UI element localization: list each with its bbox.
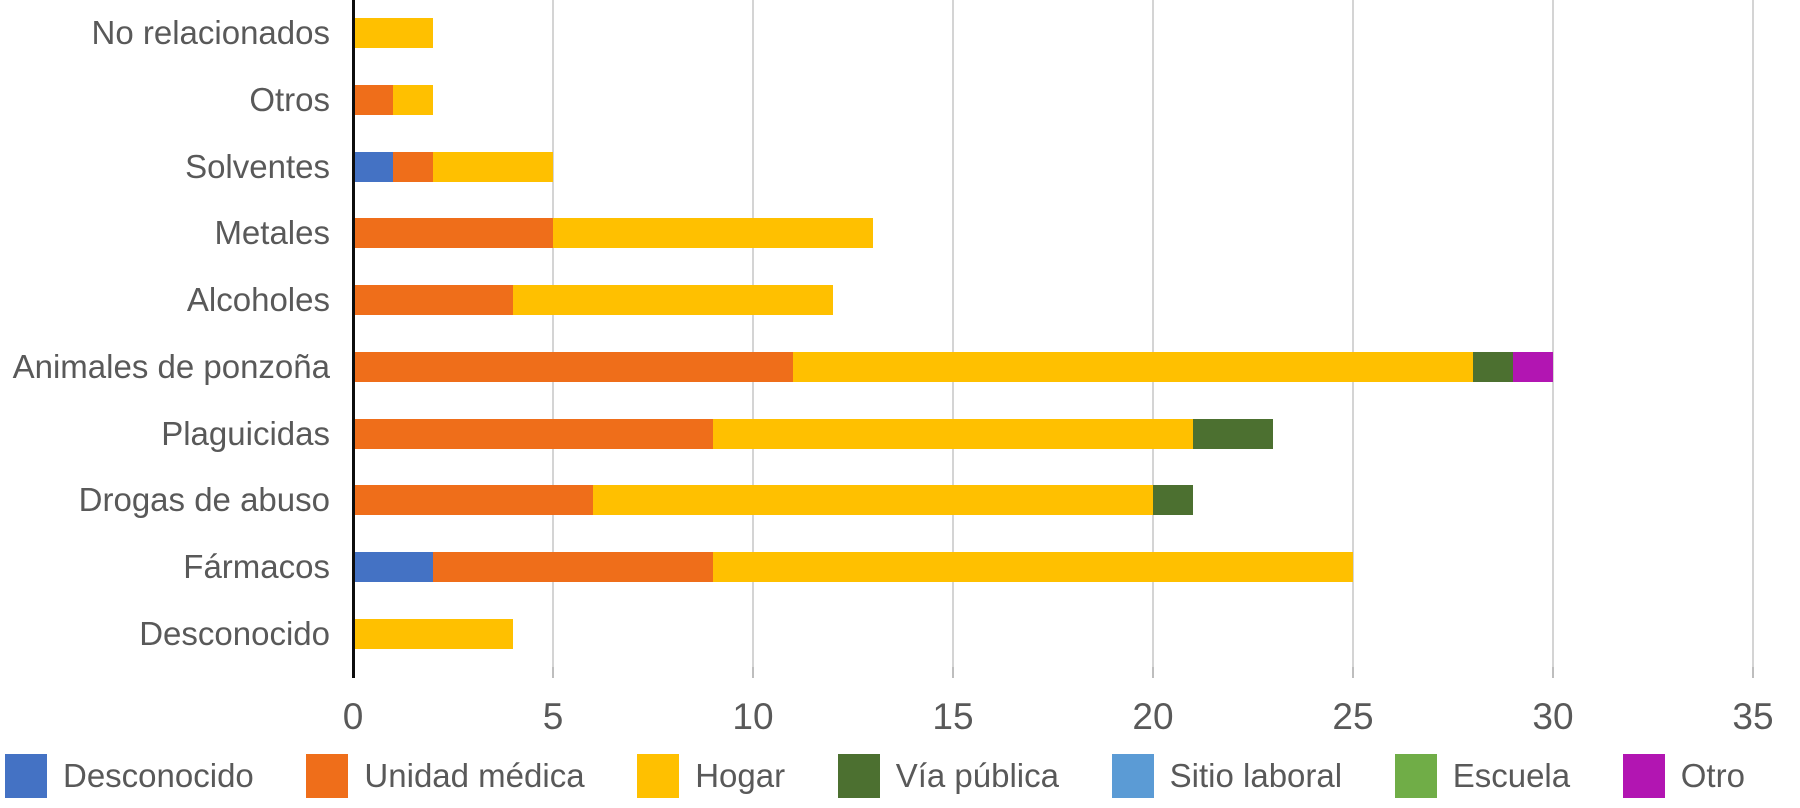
category-label-solventes: Solventes: [185, 147, 330, 185]
legend-label-escuela: Escuela: [1452, 757, 1571, 794]
category-label-alcoholes: Alcoholes: [186, 281, 330, 319]
bar-row-otros: [353, 85, 433, 116]
gridline-35: [1752, 0, 1754, 667]
bar-segment-via-publica: [1193, 418, 1273, 449]
bar-row-alcoholes: [353, 285, 833, 316]
x-tick-label-30: 30: [1532, 696, 1574, 737]
legend-label-unidad-medica: Unidad médica: [364, 757, 585, 794]
category-label-farmacos: Fármacos: [183, 547, 330, 585]
bar-row-desconocido: [353, 618, 513, 649]
legend-item-unidad-medica: Unidad médica: [306, 754, 585, 798]
bar-segment-unidad-medica: [353, 418, 713, 449]
bar-segment-hogar: [713, 551, 1353, 582]
bar-row-metales: [353, 218, 873, 249]
legend-item-otro: Otro: [1622, 754, 1745, 798]
gridline-10: [752, 0, 754, 667]
legend-label-otro: Otro: [1680, 757, 1745, 794]
bar-row-no-relacionados: [353, 18, 433, 49]
legend-swatch-escuela: [1394, 754, 1437, 798]
legend: Desconocido Unidad médica Hogar Vía pública…: [0, 750, 1800, 802]
y-axis-line: [352, 0, 355, 678]
axis-tick-20: [1152, 667, 1154, 678]
bar-segment-via-publica: [1153, 485, 1193, 516]
legend-swatch-sitio-laboral: [1111, 754, 1154, 798]
gridline-20: [1152, 0, 1154, 667]
bar-segment-hogar: [353, 618, 513, 649]
bar-segment-desconocido: [353, 551, 433, 582]
category-label-plaguicidas: Plaguicidas: [161, 414, 330, 452]
bar-segment-unidad-medica: [353, 351, 793, 382]
bar-segment-unidad-medica: [353, 285, 513, 316]
legend-item-hogar: Hogar: [637, 754, 785, 798]
x-tick-label-10: 10: [732, 696, 774, 737]
bar-segment-hogar: [793, 351, 1473, 382]
bar-segment-hogar: [553, 218, 873, 249]
bar-segment-unidad-medica: [353, 485, 593, 516]
legend-swatch-hogar: [637, 754, 680, 798]
gridline-5: [552, 0, 554, 667]
gridline-25: [1352, 0, 1354, 667]
bar-segment-otro: [1513, 351, 1553, 382]
bar-row-farmacos: [353, 551, 1353, 582]
bar-segment-unidad-medica: [353, 218, 553, 249]
x-axis-tick-labels: 0 5 10 15 20 25 30 35: [0, 696, 1800, 740]
axis-tick-5: [552, 667, 554, 678]
axis-tick-30: [1552, 667, 1554, 678]
legend-swatch-otro: [1622, 754, 1665, 798]
bar-segment-via-publica: [1473, 351, 1513, 382]
bar-segment-hogar: [593, 485, 1153, 516]
legend-item-desconocido: Desconocido: [5, 754, 254, 798]
x-tick-label-25: 25: [1332, 696, 1374, 737]
bar-segment-hogar: [513, 285, 833, 316]
bar-segment-hogar: [353, 18, 433, 49]
axis-tick-25: [1352, 667, 1354, 678]
x-tick-label-0: 0: [342, 696, 364, 737]
legend-label-desconocido: Desconocido: [63, 757, 254, 794]
legend-item-sitio-laboral: Sitio laboral: [1111, 754, 1343, 798]
bar-row-drogas-de-abuso: [353, 485, 1193, 516]
category-label-metales: Metales: [214, 214, 330, 252]
bar-row-solventes: [353, 151, 553, 182]
category-label-otros: Otros: [249, 81, 330, 119]
category-label-desconocido: Desconocido: [139, 614, 330, 652]
legend-swatch-desconocido: [5, 754, 47, 798]
x-tick-label-15: 15: [932, 696, 974, 737]
bar-row-animales-de-ponzona: [353, 351, 1553, 382]
axis-tick-15: [952, 667, 954, 678]
legend-label-hogar: Hogar: [695, 757, 786, 794]
bar-segment-unidad-medica: [353, 85, 393, 116]
bar-segment-unidad-medica: [393, 151, 433, 182]
axis-tick-10: [752, 667, 754, 678]
bar-segment-unidad-medica: [433, 551, 713, 582]
bar-segment-hogar: [713, 418, 1193, 449]
bar-row-plaguicidas: [353, 418, 1273, 449]
legend-label-via-publica: Vía pública: [895, 757, 1059, 794]
x-tick-label-35: 35: [1732, 696, 1774, 737]
category-label-no-relacionados: No relacionados: [91, 14, 330, 52]
gridline-15: [952, 0, 954, 667]
plot-area: [352, 0, 1754, 678]
bar-segment-hogar: [433, 151, 553, 182]
legend-swatch-via-publica: [837, 754, 880, 798]
gridline-30: [1552, 0, 1554, 667]
legend-swatch-unidad-medica: [306, 754, 349, 798]
category-label-animales-de-ponzona: Animales de ponzoña: [12, 347, 330, 385]
bar-segment-desconocido: [353, 151, 393, 182]
category-label-drogas-de-abuso: Drogas de abuso: [78, 481, 330, 519]
legend-item-escuela: Escuela: [1394, 754, 1571, 798]
x-tick-label-5: 5: [542, 696, 564, 737]
axis-tick-35: [1752, 667, 1754, 678]
legend-label-sitio-laboral: Sitio laboral: [1169, 757, 1343, 794]
bar-segment-hogar: [393, 85, 433, 116]
category-axis-labels: No relacionados Otros Solventes Metales Alco…: [0, 0, 330, 667]
x-tick-label-20: 20: [1132, 696, 1174, 737]
legend-item-via-publica: Vía pública: [837, 754, 1059, 798]
